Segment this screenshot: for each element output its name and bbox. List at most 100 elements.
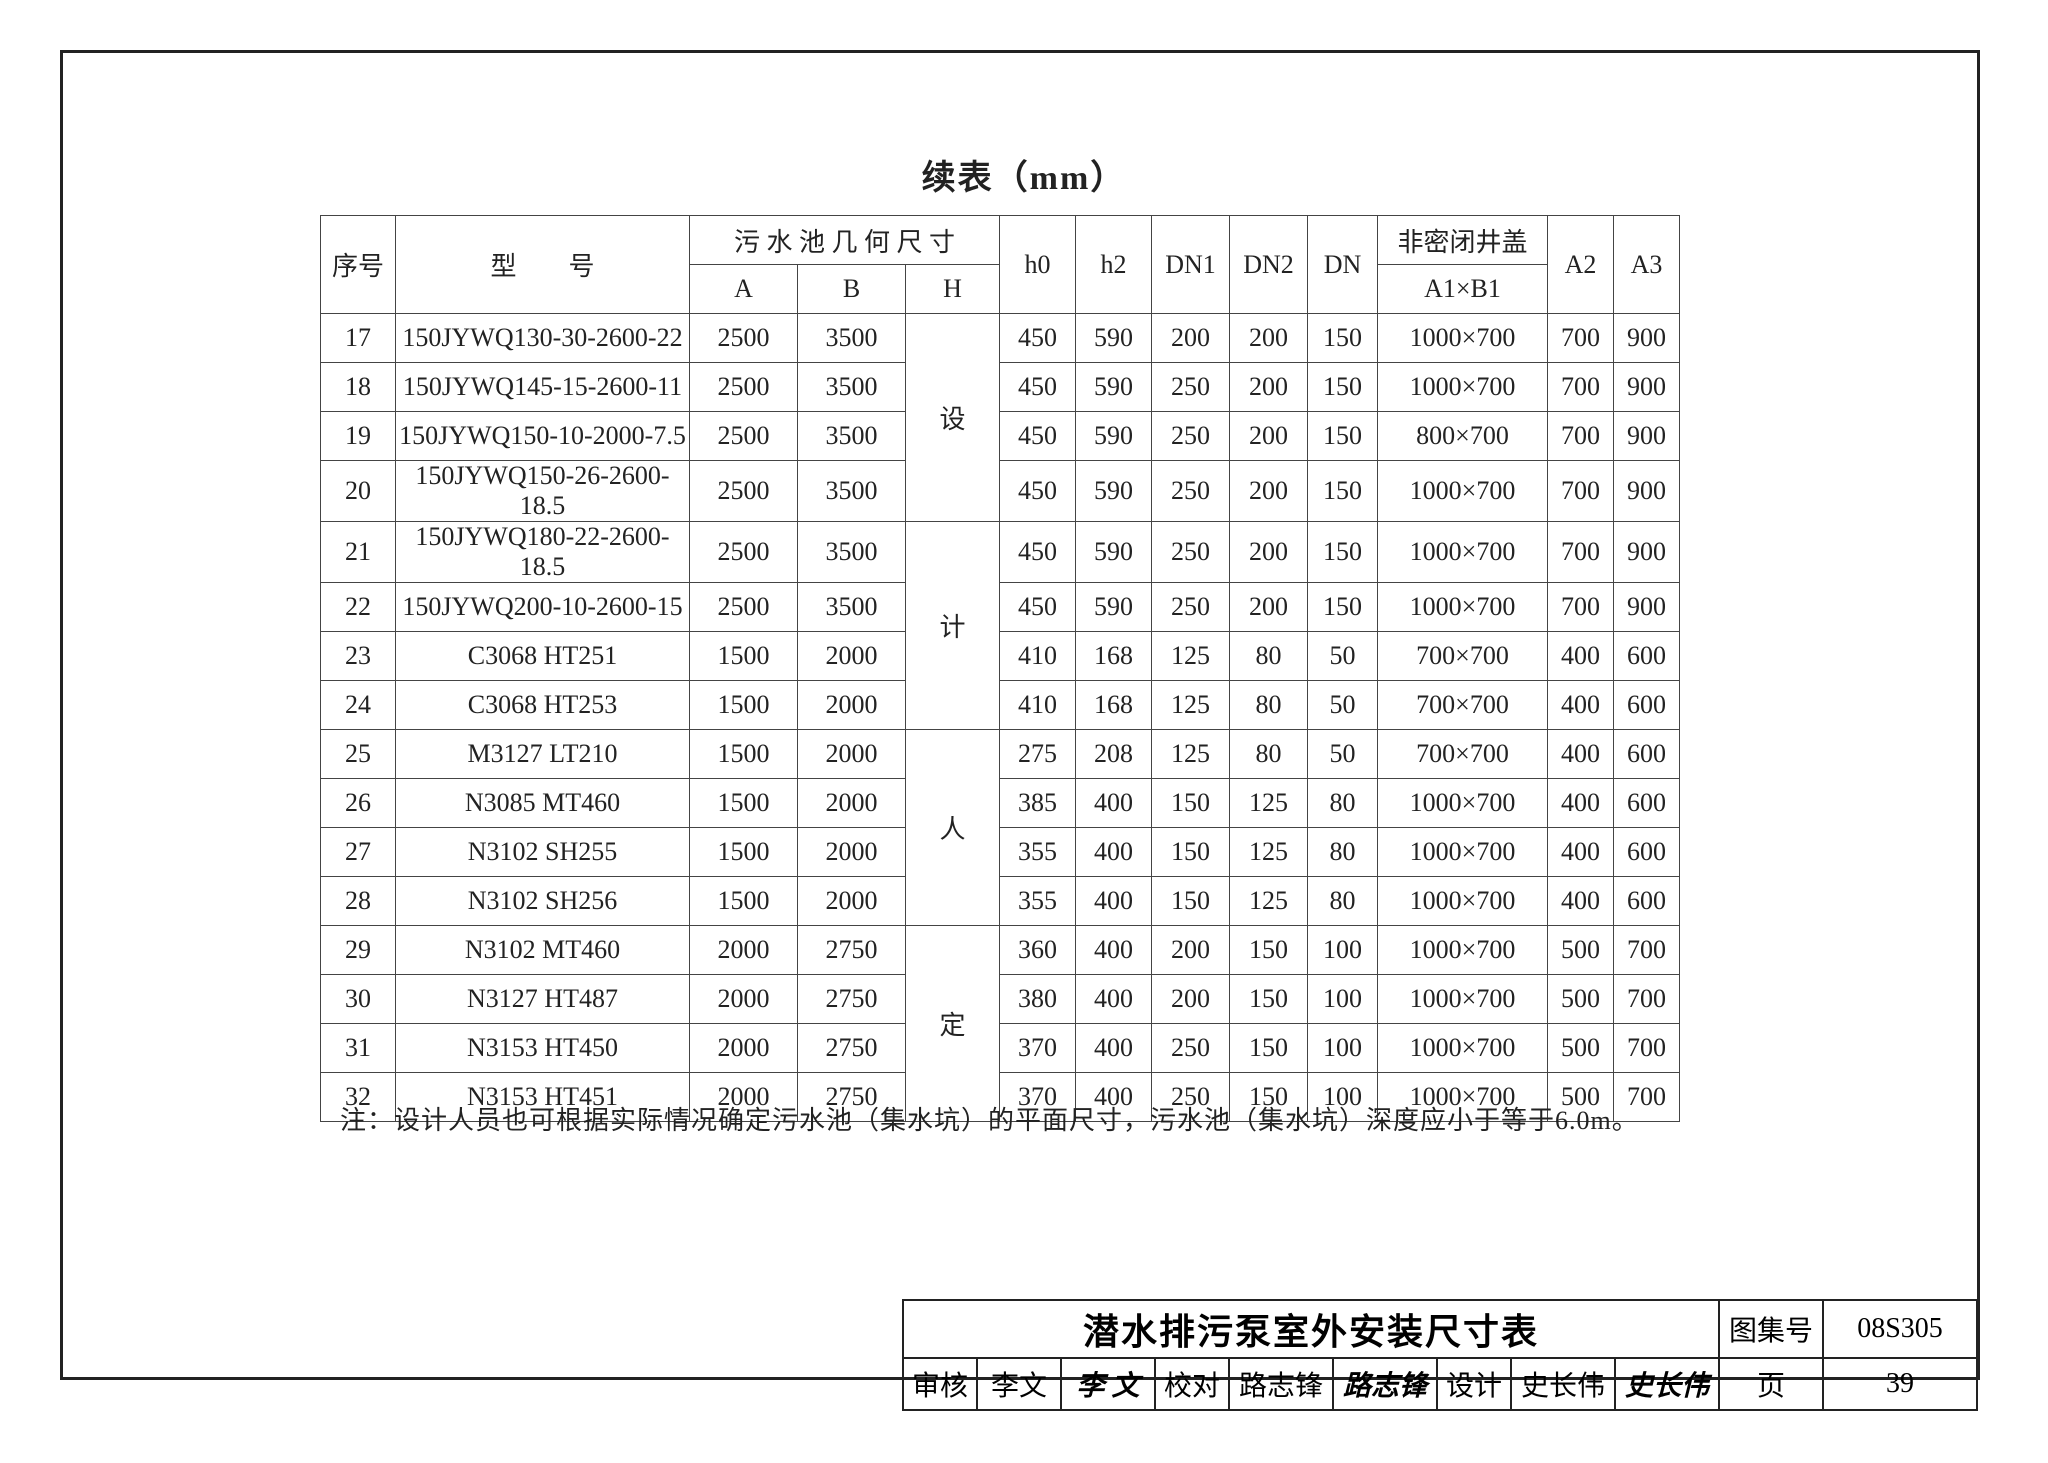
cell-model: N3102 SH255 [396, 828, 690, 877]
table-row: 30N3127 HT487200027503804002001501001000… [321, 975, 1680, 1024]
cell-A2: 400 [1548, 828, 1614, 877]
cell-DN: 150 [1308, 522, 1378, 583]
cell-A: 2500 [690, 314, 798, 363]
cell-cover: 1000×700 [1378, 314, 1548, 363]
cell-A3: 900 [1614, 314, 1680, 363]
cell-DN1: 250 [1152, 583, 1230, 632]
cell-B: 2000 [798, 632, 906, 681]
cell-DN: 50 [1308, 730, 1378, 779]
cell-H-merged: 设 [906, 314, 1000, 522]
cell-B: 2750 [798, 975, 906, 1024]
cell-A3: 900 [1614, 412, 1680, 461]
cell-DN2: 200 [1230, 583, 1308, 632]
cell-A2: 400 [1548, 877, 1614, 926]
hdr-a3: A3 [1614, 216, 1680, 314]
table-row: 27N3102 SH25515002000355400150125801000×… [321, 828, 1680, 877]
cell-h0: 355 [1000, 877, 1076, 926]
cell-model: M3127 LT210 [396, 730, 690, 779]
cell-DN2: 150 [1230, 926, 1308, 975]
cell-model: 150JYWQ180-22-2600-18.5 [396, 522, 690, 583]
cell-h2: 400 [1076, 828, 1152, 877]
cell-B: 3500 [798, 363, 906, 412]
cell-h0: 360 [1000, 926, 1076, 975]
cell-model: N3153 HT450 [396, 1024, 690, 1073]
table-row: 17150JYWQ130-30-2600-2225003500设45059020… [321, 314, 1680, 363]
cell-DN1: 250 [1152, 1024, 1230, 1073]
table-row: 31N3153 HT450200027503704002501501001000… [321, 1024, 1680, 1073]
title-block: 潜水排污泵室外安装尺寸表 图集号 08S305 审核 李文 李 文 校对 路志锋… [902, 1299, 1978, 1411]
cell-DN: 150 [1308, 363, 1378, 412]
cell-model: C3068 HT251 [396, 632, 690, 681]
cell-A2: 400 [1548, 681, 1614, 730]
cell-h0: 380 [1000, 975, 1076, 1024]
cell-h2: 208 [1076, 730, 1152, 779]
table-row: 29N3102 MT46020002750定360400200150100100… [321, 926, 1680, 975]
cell-A2: 700 [1548, 522, 1614, 583]
cell-A3: 700 [1614, 1024, 1680, 1073]
cell-DN: 150 [1308, 461, 1378, 522]
cell-h2: 400 [1076, 926, 1152, 975]
cell-DN: 100 [1308, 975, 1378, 1024]
cell-model: 150JYWQ130-30-2600-22 [396, 314, 690, 363]
cell-B: 2750 [798, 926, 906, 975]
tuji-label: 图集号 [1719, 1300, 1823, 1358]
cell-A: 2500 [690, 522, 798, 583]
cell-DN: 150 [1308, 412, 1378, 461]
cell-A3: 700 [1614, 926, 1680, 975]
cell-A2: 500 [1548, 926, 1614, 975]
cell-model: 150JYWQ150-10-2000-7.5 [396, 412, 690, 461]
cell-h2: 400 [1076, 779, 1152, 828]
cell-B: 2000 [798, 877, 906, 926]
cell-A3: 900 [1614, 522, 1680, 583]
hdr-dn: DN [1308, 216, 1378, 314]
cell-DN1: 200 [1152, 926, 1230, 975]
cell-h2: 400 [1076, 1024, 1152, 1073]
cell-h2: 590 [1076, 522, 1152, 583]
cell-model: N3085 MT460 [396, 779, 690, 828]
cell-h0: 370 [1000, 1024, 1076, 1073]
cell-A2: 500 [1548, 1024, 1614, 1073]
cell-cover: 1000×700 [1378, 779, 1548, 828]
page-label: 页 [1719, 1358, 1823, 1410]
cell-B: 3500 [798, 583, 906, 632]
cell-A2: 500 [1548, 975, 1614, 1024]
cell-DN2: 125 [1230, 877, 1308, 926]
tuji-value: 08S305 [1823, 1300, 1977, 1358]
cell-h0: 355 [1000, 828, 1076, 877]
cell-A: 2000 [690, 926, 798, 975]
cell-DN: 80 [1308, 877, 1378, 926]
cell-model: 150JYWQ150-26-2600-18.5 [396, 461, 690, 522]
shenhe-name: 李文 [977, 1358, 1061, 1410]
cell-DN2: 125 [1230, 779, 1308, 828]
cell-A3: 900 [1614, 363, 1680, 412]
cell-h2: 168 [1076, 632, 1152, 681]
cell-H-merged: 人 [906, 730, 1000, 926]
cell-seq: 22 [321, 583, 396, 632]
cell-h2: 590 [1076, 583, 1152, 632]
shenhe-signature: 李 文 [1061, 1358, 1155, 1410]
cell-h2: 400 [1076, 877, 1152, 926]
cell-B: 2750 [798, 1024, 906, 1073]
hdr-pool-group: 污 水 池 几 何 尺 寸 [690, 216, 1000, 265]
cell-seq: 23 [321, 632, 396, 681]
cell-A: 1500 [690, 730, 798, 779]
cell-A2: 400 [1548, 779, 1614, 828]
jiaodui-name: 路志锋 [1229, 1358, 1333, 1410]
cell-A3: 600 [1614, 779, 1680, 828]
cell-H-merged: 定 [906, 926, 1000, 1122]
cell-cover: 1000×700 [1378, 1024, 1548, 1073]
cell-A2: 700 [1548, 314, 1614, 363]
sheji-label: 设计 [1437, 1358, 1511, 1410]
cell-A2: 400 [1548, 730, 1614, 779]
cell-h0: 450 [1000, 314, 1076, 363]
cell-A3: 700 [1614, 975, 1680, 1024]
cell-DN1: 125 [1152, 632, 1230, 681]
jiaodui-label: 校对 [1155, 1358, 1229, 1410]
cell-A: 1500 [690, 681, 798, 730]
table-row: 18150JYWQ145-15-2600-1125003500450590250… [321, 363, 1680, 412]
cell-seq: 30 [321, 975, 396, 1024]
hdr-h0: h0 [1000, 216, 1076, 314]
cell-A: 1500 [690, 632, 798, 681]
cell-cover: 1000×700 [1378, 975, 1548, 1024]
cell-DN1: 200 [1152, 975, 1230, 1024]
